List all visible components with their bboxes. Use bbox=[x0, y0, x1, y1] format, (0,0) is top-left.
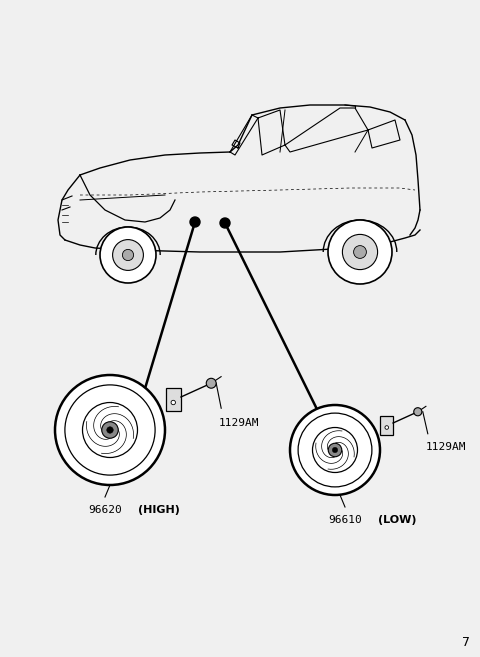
Circle shape bbox=[328, 443, 342, 457]
Text: 7: 7 bbox=[462, 636, 470, 649]
Circle shape bbox=[100, 227, 156, 283]
Circle shape bbox=[107, 426, 113, 434]
Circle shape bbox=[55, 375, 165, 485]
Circle shape bbox=[102, 422, 118, 438]
Circle shape bbox=[220, 218, 230, 228]
Bar bbox=[381, 416, 393, 435]
Circle shape bbox=[342, 235, 378, 269]
Circle shape bbox=[290, 405, 380, 495]
Text: 1129AM: 1129AM bbox=[426, 442, 466, 452]
Text: (HIGH): (HIGH) bbox=[138, 505, 180, 515]
Circle shape bbox=[122, 250, 133, 261]
Circle shape bbox=[354, 246, 366, 258]
Text: 96610: 96610 bbox=[328, 515, 362, 525]
Circle shape bbox=[190, 217, 200, 227]
Circle shape bbox=[171, 400, 176, 405]
Text: 1129AM: 1129AM bbox=[219, 419, 260, 428]
Text: (LOW): (LOW) bbox=[378, 515, 417, 525]
Circle shape bbox=[414, 408, 422, 416]
Text: 96620: 96620 bbox=[88, 505, 122, 515]
Circle shape bbox=[385, 426, 388, 429]
Circle shape bbox=[206, 378, 216, 388]
Bar bbox=[166, 388, 181, 411]
Circle shape bbox=[332, 447, 338, 453]
Circle shape bbox=[113, 240, 144, 271]
Circle shape bbox=[328, 220, 392, 284]
